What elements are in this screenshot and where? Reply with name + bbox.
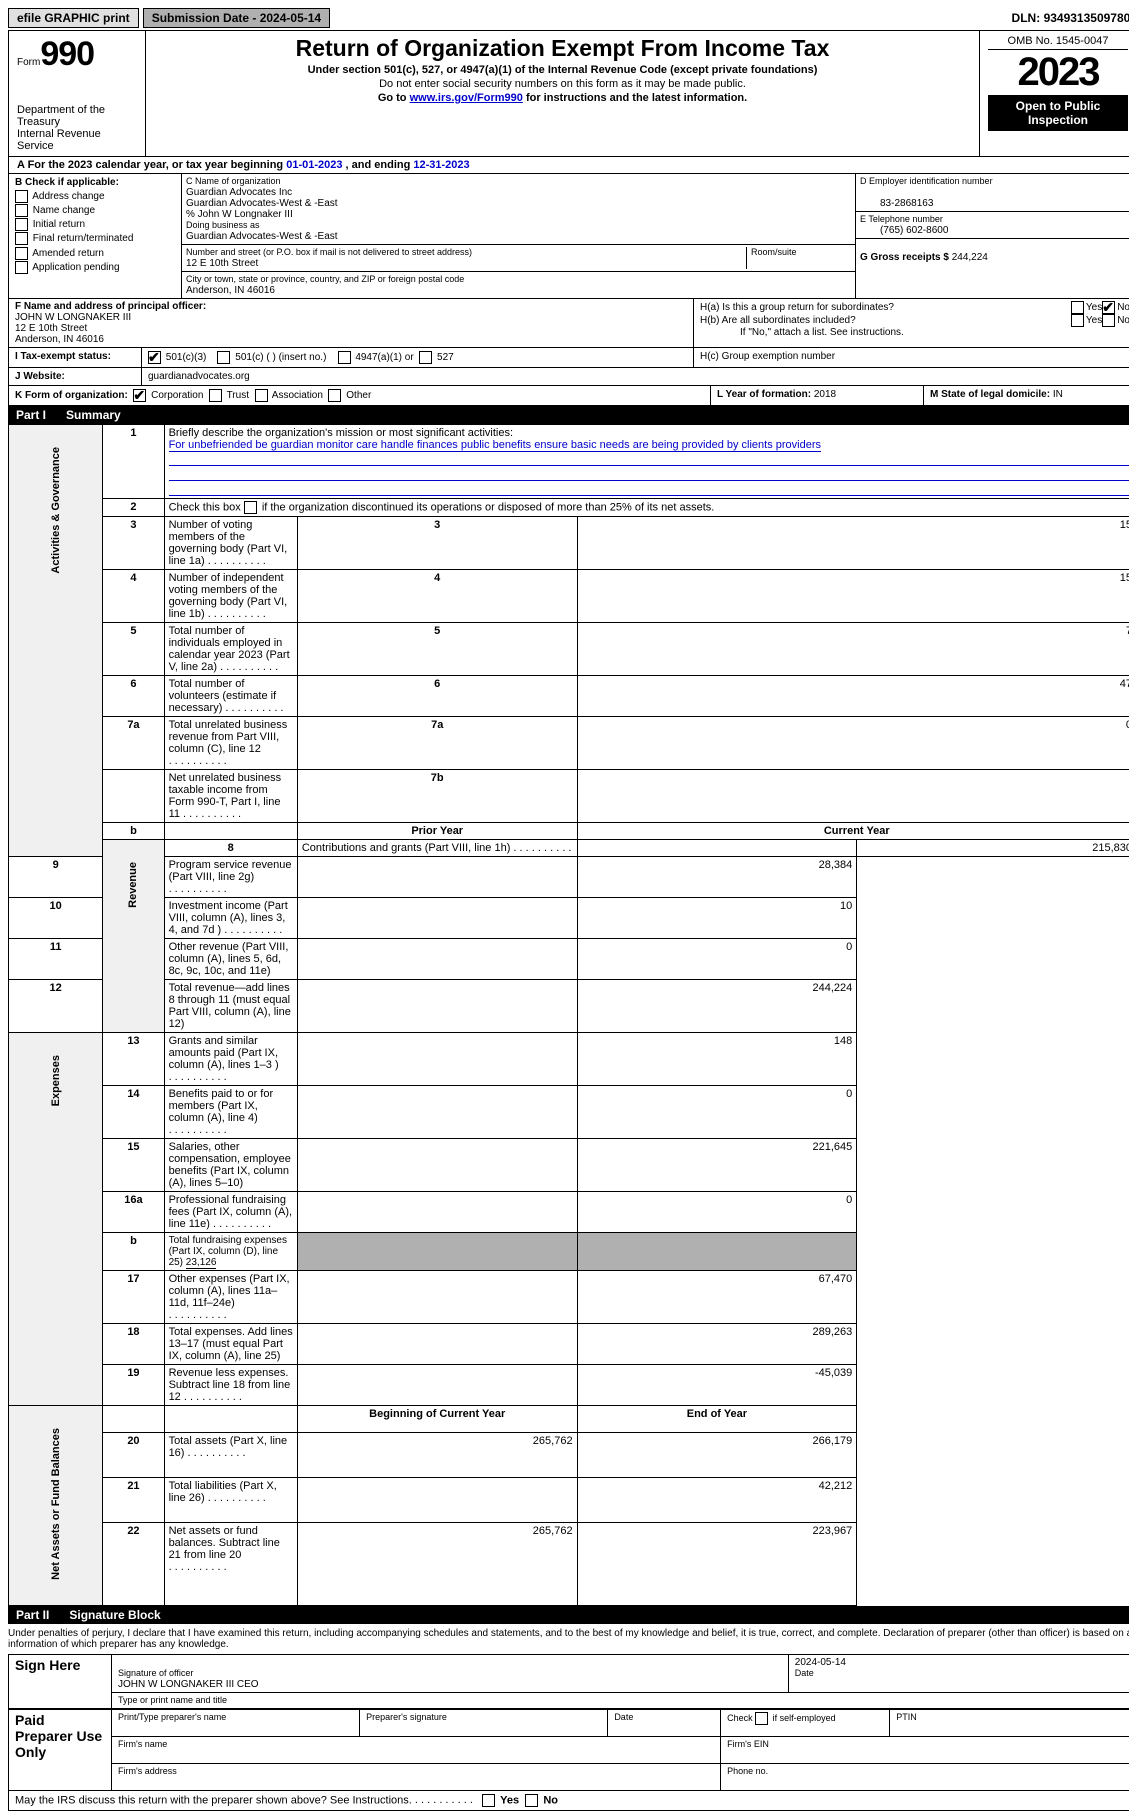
mission-text: For unbefriended be guardian monitor car…: [169, 439, 821, 452]
section-bcd: B Check if applicable: Address change Na…: [8, 174, 1129, 299]
hb-no[interactable]: [1102, 314, 1115, 327]
check-501c[interactable]: [217, 351, 230, 364]
website-row: J Website: guardianadvocates.org: [8, 368, 1129, 386]
open-public: Open to Public Inspection: [988, 95, 1128, 131]
summary-table: Activities & Governance 1 Briefly descri…: [8, 424, 1129, 1606]
vtab-net-assets: Net Assets or Fund Balances: [50, 1408, 62, 1600]
box-d: D Employer identification number83-28681…: [856, 174, 1129, 298]
perjury-text: Under penalties of perjury, I declare th…: [8, 1624, 1129, 1654]
ha-yes[interactable]: [1071, 301, 1084, 314]
omb-number: OMB No. 1545-0047: [988, 35, 1128, 50]
form-title: Return of Organization Exempt From Incom…: [154, 35, 971, 62]
vtab-revenue: Revenue: [127, 842, 139, 928]
sign-here-table: Sign Here Signature of officerJOHN W LON…: [8, 1654, 1129, 1709]
dln: DLN: 93493135097804: [1012, 11, 1129, 25]
form-subtitle: Under section 501(c), 527, or 4947(a)(1)…: [154, 64, 971, 76]
status-row: I Tax-exempt status: 501(c)(3) 501(c) ( …: [8, 348, 1129, 368]
ha-no[interactable]: [1102, 301, 1115, 314]
check-initial-return[interactable]: [15, 218, 28, 231]
check-assoc[interactable]: [255, 389, 268, 402]
check-app-pending[interactable]: [15, 261, 28, 274]
irs-link[interactable]: www.irs.gov/Form990: [410, 92, 523, 104]
form-label: Form: [17, 57, 40, 68]
check-name-change[interactable]: [15, 204, 28, 217]
check-trust[interactable]: [209, 389, 222, 402]
check-other[interactable]: [328, 389, 341, 402]
box-c: C Name of organization Guardian Advocate…: [182, 174, 856, 298]
form-number: 990: [40, 35, 94, 73]
tax-year: 2023: [988, 50, 1128, 95]
check-address-change[interactable]: [15, 190, 28, 203]
discuss-no[interactable]: [525, 1794, 538, 1807]
section-fh: F Name and address of principal officer:…: [8, 299, 1129, 348]
department: Department of the Treasury Internal Reve…: [17, 104, 137, 152]
check-corp[interactable]: [133, 389, 146, 402]
discuss-yes[interactable]: [482, 1794, 495, 1807]
form-link-row: Go to www.irs.gov/Form990 for instructio…: [154, 92, 971, 104]
part1-header: Part ISummary: [8, 406, 1129, 424]
top-bar: efile GRAPHIC print Submission Date - 20…: [8, 8, 1129, 28]
website-link[interactable]: guardianadvocates.org: [148, 371, 250, 382]
vtab-activities: Activities & Governance: [50, 427, 62, 594]
tax-year-line: A For the 2023 calendar year, or tax yea…: [8, 157, 1129, 174]
check-527[interactable]: [419, 351, 432, 364]
check-4947[interactable]: [338, 351, 351, 364]
hb-yes[interactable]: [1071, 314, 1084, 327]
check-amended[interactable]: [15, 247, 28, 260]
form-header: Form990 Department of the Treasury Inter…: [8, 30, 1129, 157]
box-b: B Check if applicable: Address change Na…: [9, 174, 182, 298]
efile-print-button[interactable]: efile GRAPHIC print: [8, 8, 139, 28]
check-discontinued[interactable]: [244, 501, 257, 514]
submission-date: Submission Date - 2024-05-14: [143, 8, 330, 28]
check-final-return[interactable]: [15, 232, 28, 245]
vtab-expenses: Expenses: [50, 1035, 62, 1126]
check-501c3[interactable]: [148, 351, 161, 364]
discuss-row: May the IRS discuss this return with the…: [8, 1791, 1129, 1811]
check-self-employed[interactable]: [755, 1712, 768, 1725]
form-note: Do not enter social security numbers on …: [154, 78, 971, 90]
paid-preparer-table: Paid Preparer Use Only Print/Type prepar…: [8, 1709, 1129, 1791]
korg-row: K Form of organization: Corporation Trus…: [8, 386, 1129, 406]
part2-header: Part IISignature Block: [8, 1606, 1129, 1624]
